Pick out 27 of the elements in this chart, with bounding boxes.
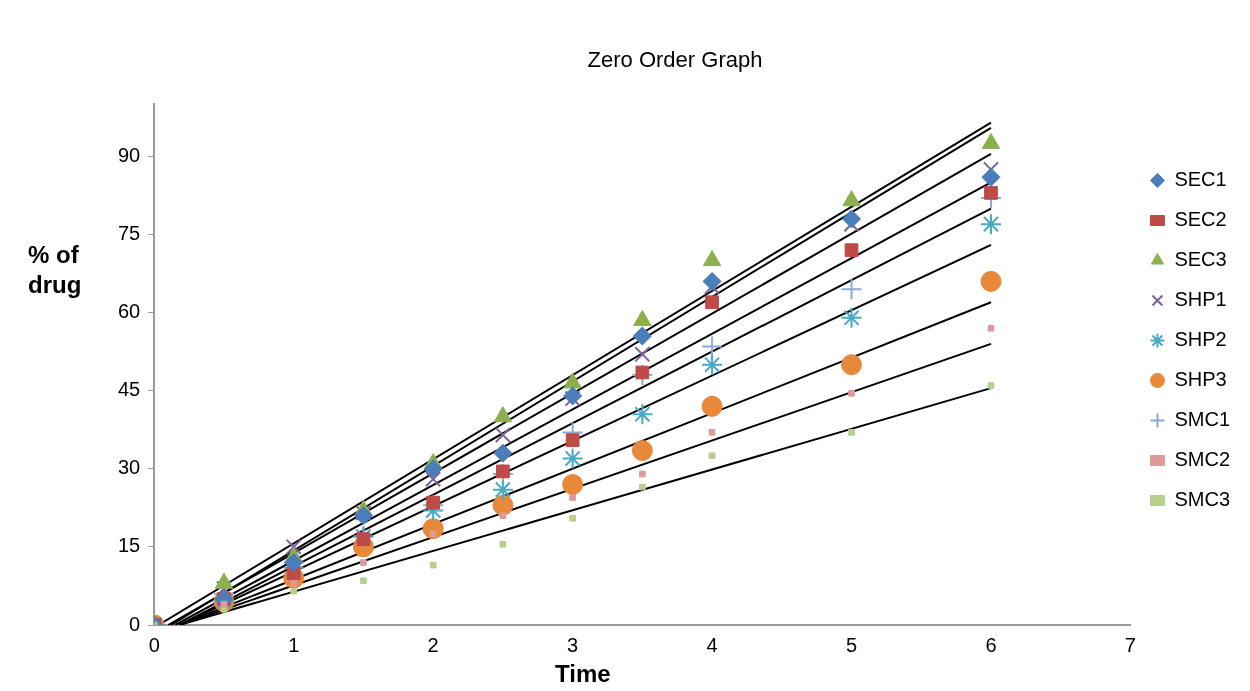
- y-tick-label: 75: [118, 222, 141, 245]
- legend-label: SMC1: [1174, 408, 1231, 431]
- legend-label: SEC3: [1174, 248, 1227, 271]
- x-tick-label: 2: [427, 633, 439, 656]
- legend-label: SMC3: [1174, 488, 1231, 511]
- x-tick-label: 1: [288, 633, 300, 656]
- legend-label: SHP1: [1174, 288, 1227, 311]
- y-tick-label: 15: [118, 534, 141, 557]
- x-tick-label: 5: [845, 633, 858, 656]
- x-tick-label: 3: [567, 633, 579, 656]
- legend-label: SMC2: [1174, 448, 1231, 471]
- y-tick-label: 0: [129, 612, 141, 635]
- x-tick-label: 6: [985, 633, 997, 656]
- y-tick-label: 30: [118, 456, 141, 479]
- y-tick-label: 45: [118, 378, 141, 401]
- legend-label: SHP3: [1174, 368, 1227, 391]
- y-tick-label: 90: [118, 143, 141, 166]
- legend-label: SEC2: [1174, 208, 1227, 231]
- x-tick-label: 4: [706, 633, 718, 656]
- x-tick-label: 0: [148, 633, 160, 656]
- chart-title: Zero Order Graph: [587, 47, 763, 73]
- x-tick-label: 7: [1124, 633, 1136, 656]
- y-axis-title: % of drug: [28, 240, 83, 300]
- legend-label: SEC1: [1174, 168, 1227, 191]
- x-axis-title: Time: [555, 660, 611, 688]
- y-tick-label: 60: [118, 300, 141, 323]
- legend-label: SHP2: [1174, 328, 1227, 351]
